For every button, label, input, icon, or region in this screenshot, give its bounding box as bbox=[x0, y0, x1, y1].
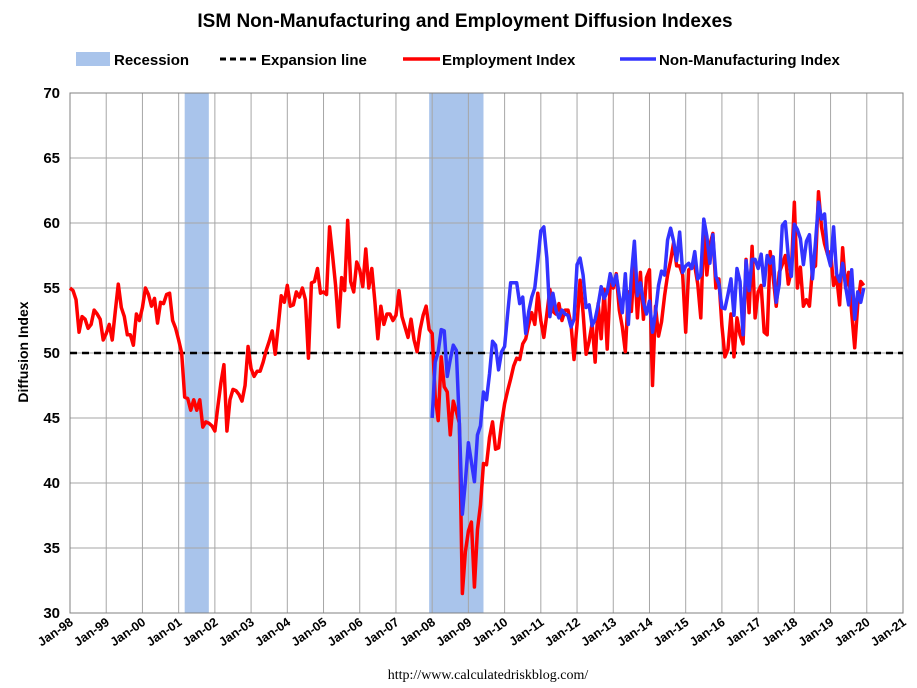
y-tick-label: 45 bbox=[43, 410, 60, 427]
y-tick-label: 40 bbox=[43, 475, 60, 492]
y-tick-label: 70 bbox=[43, 85, 60, 102]
legend-label-recession: Recession bbox=[114, 52, 189, 69]
y-tick-label: 30 bbox=[43, 605, 60, 622]
legend-label-expansion-line: Expansion line bbox=[261, 52, 367, 69]
legend: Recession Expansion line Employment Inde… bbox=[76, 52, 840, 69]
legend-label-non-manufacturing-index: Non-Manufacturing Index bbox=[659, 52, 840, 69]
series-lines bbox=[68, 190, 866, 596]
y-tick-label: 35 bbox=[43, 540, 60, 557]
source-url: http://www.calculatedriskblog.com/ bbox=[388, 668, 589, 683]
y-tick-label: 60 bbox=[43, 215, 60, 232]
legend-label-employment-index: Employment Index bbox=[442, 52, 576, 69]
y-axis-title: Diffusion Index bbox=[15, 301, 31, 402]
legend-swatch-recession bbox=[76, 52, 110, 66]
series-line-employment-index bbox=[68, 190, 866, 596]
y-axis: 30 35 40 45 50 55 60 65 70 bbox=[43, 85, 60, 622]
y-tick-label: 55 bbox=[43, 280, 60, 297]
y-tick-label: 50 bbox=[43, 345, 60, 362]
y-tick-label: 65 bbox=[43, 150, 60, 167]
chart-title: ISM Non-Manufacturing and Employment Dif… bbox=[197, 11, 732, 32]
series-line-non-manufacturing-index bbox=[430, 200, 866, 516]
